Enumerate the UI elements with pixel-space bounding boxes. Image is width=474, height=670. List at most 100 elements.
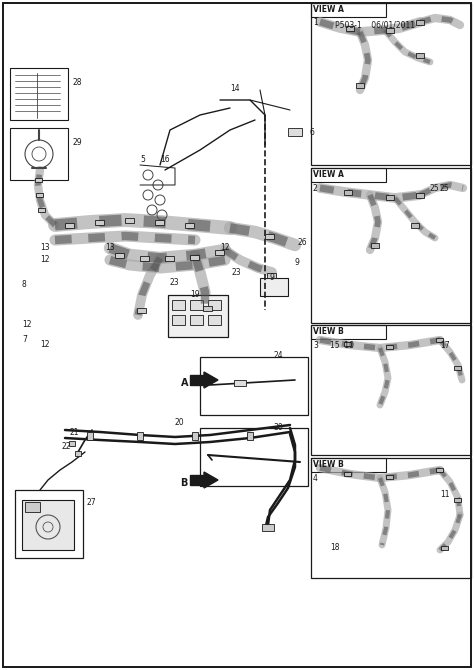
Bar — [155, 220, 164, 224]
Bar — [441, 546, 448, 550]
Bar — [172, 300, 185, 310]
Bar — [386, 27, 394, 33]
Text: 21: 21 — [70, 428, 80, 437]
Text: 12: 12 — [40, 340, 49, 349]
Bar — [208, 315, 221, 325]
Text: 9: 9 — [270, 273, 274, 282]
Bar — [311, 325, 471, 455]
Text: 7: 7 — [22, 335, 27, 344]
Bar — [344, 190, 352, 194]
Text: VIEW A: VIEW A — [313, 170, 344, 179]
Bar — [216, 249, 225, 255]
Bar — [208, 300, 221, 310]
Bar — [25, 502, 40, 512]
Bar — [36, 178, 43, 182]
Text: 29: 29 — [73, 138, 82, 147]
Text: 23: 23 — [232, 268, 242, 277]
Text: 13: 13 — [105, 243, 115, 252]
Bar — [416, 192, 424, 198]
Bar — [36, 193, 44, 197]
Text: 28: 28 — [73, 78, 82, 87]
Bar — [190, 375, 204, 385]
Bar — [203, 306, 212, 310]
Text: B: B — [181, 478, 188, 488]
Bar — [356, 82, 364, 88]
Bar — [311, 325, 386, 339]
Text: 15  10: 15 10 — [330, 341, 354, 350]
Bar — [190, 475, 204, 485]
Text: 27: 27 — [87, 498, 97, 507]
Bar — [311, 458, 471, 578]
Bar — [10, 128, 68, 180]
Bar — [191, 255, 200, 259]
Bar — [437, 468, 444, 472]
Bar — [15, 490, 83, 558]
Bar — [87, 432, 93, 440]
Text: 17: 17 — [440, 341, 450, 350]
Text: 3: 3 — [313, 341, 318, 350]
Bar — [260, 278, 288, 296]
Text: 25: 25 — [440, 184, 450, 193]
Text: 14: 14 — [230, 84, 240, 93]
Text: 24: 24 — [273, 351, 283, 360]
Bar — [311, 168, 386, 182]
Polygon shape — [204, 372, 218, 388]
Bar — [386, 475, 393, 479]
Text: 2: 2 — [313, 184, 318, 193]
Bar — [371, 243, 379, 247]
Text: 18: 18 — [330, 543, 339, 552]
Text: 6: 6 — [310, 128, 315, 137]
Bar — [288, 128, 302, 136]
Bar — [22, 500, 74, 550]
Bar — [311, 3, 471, 165]
Text: 9: 9 — [295, 258, 300, 267]
Text: 1: 1 — [313, 18, 318, 27]
Bar — [95, 220, 104, 224]
Text: A: A — [181, 378, 188, 388]
Text: 12: 12 — [220, 243, 229, 252]
Text: P503-1    06/01/2011: P503-1 06/01/2011 — [335, 20, 415, 29]
Bar — [140, 255, 149, 261]
Bar — [69, 440, 75, 446]
Bar — [190, 300, 203, 310]
Bar — [345, 342, 352, 346]
Bar — [185, 222, 194, 228]
Bar — [200, 357, 308, 415]
Bar — [386, 345, 393, 349]
Text: 23: 23 — [170, 278, 180, 287]
Bar — [200, 428, 308, 486]
Text: 12: 12 — [40, 255, 49, 264]
Bar — [437, 338, 444, 342]
Bar — [265, 234, 274, 239]
Bar — [172, 315, 185, 325]
Text: 13: 13 — [40, 243, 50, 252]
Bar — [137, 308, 146, 312]
Bar — [386, 194, 394, 200]
Bar — [137, 432, 143, 440]
Text: 11: 11 — [440, 490, 449, 499]
Bar — [75, 450, 81, 456]
Bar — [190, 315, 203, 325]
Text: VIEW A: VIEW A — [313, 5, 344, 14]
Bar — [38, 208, 46, 212]
Text: 30: 30 — [273, 423, 283, 432]
Bar — [416, 19, 424, 25]
Bar — [311, 3, 386, 17]
Bar — [411, 222, 419, 228]
Bar — [267, 273, 276, 277]
Bar — [346, 25, 354, 31]
Bar — [165, 255, 174, 261]
Bar — [192, 432, 198, 440]
Bar — [455, 498, 462, 502]
Text: 8: 8 — [22, 280, 27, 289]
Bar — [345, 472, 352, 476]
Bar — [116, 253, 125, 257]
Bar — [65, 222, 74, 228]
Text: 16: 16 — [160, 155, 170, 164]
Text: 25: 25 — [430, 184, 439, 193]
Text: 26: 26 — [298, 238, 308, 247]
Text: 4: 4 — [313, 474, 318, 483]
Text: VIEW B: VIEW B — [313, 460, 344, 469]
Text: 19: 19 — [190, 290, 200, 299]
Text: VIEW B: VIEW B — [313, 327, 344, 336]
